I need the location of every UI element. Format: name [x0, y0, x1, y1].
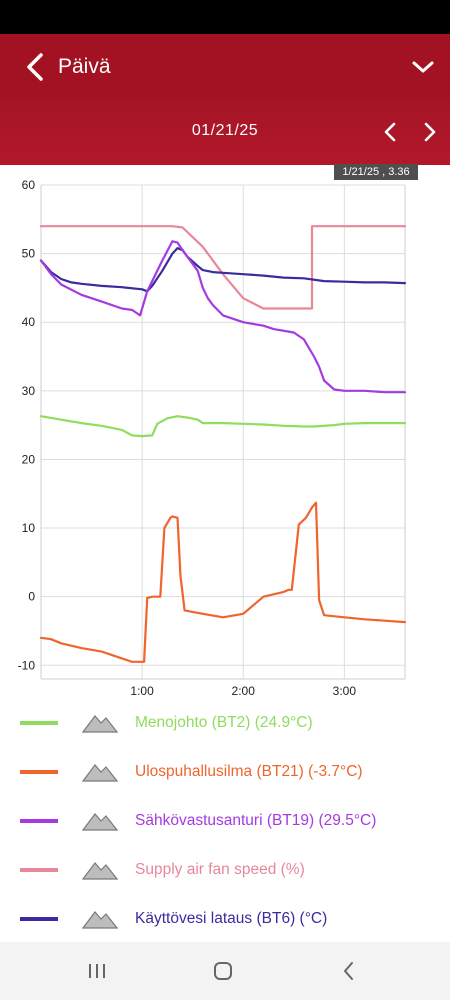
- chart-area[interactable]: 60 50 40 30 20 10 0 -10 1:00 2:00 3:00: [0, 165, 450, 705]
- y-tick-label: 20: [22, 452, 36, 466]
- legend-item-kayttovesi[interactable]: Käyttövesi lataus (BT6) (°C): [0, 899, 450, 939]
- mountain-icon[interactable]: [82, 760, 118, 782]
- y-tick-label: 10: [22, 521, 36, 535]
- legend-label: Sähkövastusanturi (BT19) (29.5°C): [135, 812, 377, 829]
- legend-color-line: [20, 721, 58, 725]
- mountain-icon[interactable]: [82, 809, 118, 831]
- legend-label: Menojohto (BT2) (24.9°C): [135, 714, 313, 731]
- legend-item-ulospuhallusilma[interactable]: Ulospuhallusilma (BT21) (-3.7°C): [0, 752, 450, 792]
- x-tick-label: 2:00: [232, 684, 256, 698]
- mountain-icon[interactable]: [82, 907, 118, 929]
- legend-label: Ulospuhallusilma (BT21) (-3.7°C): [135, 763, 363, 780]
- page-title: Päivä: [58, 55, 111, 78]
- series-line: [39, 501, 407, 663]
- series-line: [39, 225, 407, 310]
- legend-item-supply-air-fan[interactable]: Supply air fan speed (%): [0, 850, 450, 890]
- chevron-left-icon: [27, 53, 43, 81]
- previous-day-button[interactable]: [376, 118, 404, 146]
- status-bar: [0, 0, 450, 34]
- y-tick-label: 0: [28, 590, 35, 604]
- legend-color-line: [20, 917, 58, 921]
- y-tick-label: 30: [22, 384, 36, 398]
- home-button[interactable]: [203, 954, 243, 988]
- legend-item-menojohto[interactable]: Menojohto (BT2) (24.9°C): [0, 703, 450, 743]
- series-line: [39, 415, 407, 438]
- recent-apps-button[interactable]: [77, 954, 117, 988]
- recent-apps-icon: [89, 964, 105, 978]
- chart-tooltip: 1/21/25 , 3.36: [334, 164, 418, 180]
- mountain-icon[interactable]: [82, 858, 118, 880]
- legend-label: Supply air fan speed (%): [135, 861, 305, 878]
- y-tick-label: 50: [22, 247, 36, 261]
- next-day-button[interactable]: [416, 118, 444, 146]
- legend-color-line: [20, 819, 58, 823]
- system-back-button[interactable]: [329, 954, 369, 988]
- legend-label: Käyttövesi lataus (BT6) (°C): [135, 910, 328, 927]
- chevron-down-icon: [412, 61, 434, 73]
- date-bar: 01/21/25: [0, 100, 450, 165]
- x-tick-label: 1:00: [130, 684, 154, 698]
- series-line: [39, 246, 407, 293]
- back-button[interactable]: [20, 52, 50, 82]
- y-tick-label: 60: [22, 178, 36, 192]
- back-arrow-icon: [344, 962, 353, 980]
- view-dropdown-button[interactable]: [408, 52, 438, 82]
- legend-item-sahkovastusanturi[interactable]: Sähkövastusanturi (BT19) (29.5°C): [0, 801, 450, 841]
- app-bar: Päivä: [0, 34, 450, 100]
- y-tick-label: -10: [18, 658, 36, 672]
- chevron-right-icon: [424, 122, 436, 142]
- system-navigation-bar: [0, 942, 450, 1000]
- chevron-left-icon: [384, 122, 396, 142]
- y-tick-label: 40: [22, 315, 36, 329]
- legend-color-line: [20, 770, 58, 774]
- legend-color-line: [20, 868, 58, 872]
- date-label: 01/21/25: [191, 122, 259, 139]
- x-tick-label: 3:00: [333, 684, 357, 698]
- home-icon: [214, 962, 232, 980]
- mountain-icon[interactable]: [82, 711, 118, 733]
- series-line: [39, 240, 407, 394]
- line-chart[interactable]: 60 50 40 30 20 10 0 -10 1:00 2:00 3:00: [0, 165, 450, 705]
